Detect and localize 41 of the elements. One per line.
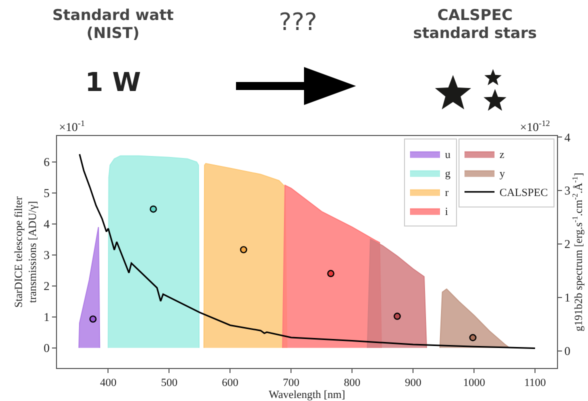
y2-tick-label: 3	[564, 184, 570, 198]
y-tick-label: 3	[44, 248, 50, 262]
x-tick-label: 500	[160, 377, 178, 390]
legend-label: g	[445, 168, 451, 180]
point	[469, 334, 476, 342]
text: 1 W	[84, 68, 142, 100]
legend-label: z	[500, 149, 504, 162]
y2-tick-label: 0	[564, 344, 570, 358]
y-tick-label: 4	[44, 217, 50, 232]
x-tick-label: 600	[222, 377, 239, 390]
y-tick-label: 1	[44, 310, 50, 324]
point	[394, 312, 401, 320]
point	[150, 206, 157, 213]
x-tick-label: 700	[282, 377, 300, 390]
text: CALSPEC standard stars	[412, 6, 538, 42]
x-tick-label: 400	[100, 377, 117, 390]
legend-label: r	[445, 187, 449, 200]
y-tick-label: 0	[44, 341, 50, 356]
y-axis-title: StarDICE telescope filter transmissions [ADU/γ]	[12, 196, 40, 308]
y2-tick-label: 4	[564, 130, 570, 144]
y2-tick-label: 2	[564, 237, 570, 252]
legend-label: CALSPEC	[500, 187, 548, 200]
point	[89, 315, 97, 323]
x-tick-label: 900	[404, 377, 422, 390]
text: ×10$^{-1}$	[59, 119, 85, 134]
text: ×10$^{-12}$	[520, 119, 550, 134]
legend-label: y	[500, 168, 506, 180]
y-tick-label: 5	[44, 186, 50, 200]
y-tick-label: 2	[44, 279, 50, 294]
x-axis-title: Wavelength [nm]	[268, 389, 346, 401]
point	[327, 270, 334, 278]
x-tick-label: 800	[344, 377, 361, 390]
text: ???	[278, 8, 318, 37]
legend-label: u	[445, 149, 451, 162]
x-tick-label: 1000	[463, 377, 486, 390]
x-tick-label: 1100	[524, 377, 546, 390]
y2-tick-label: 1	[564, 290, 570, 305]
point	[240, 246, 248, 254]
y-tick-label: 6	[44, 155, 50, 170]
text: Standard watt (NIST)	[51, 6, 175, 42]
legend-label: i	[445, 206, 448, 218]
